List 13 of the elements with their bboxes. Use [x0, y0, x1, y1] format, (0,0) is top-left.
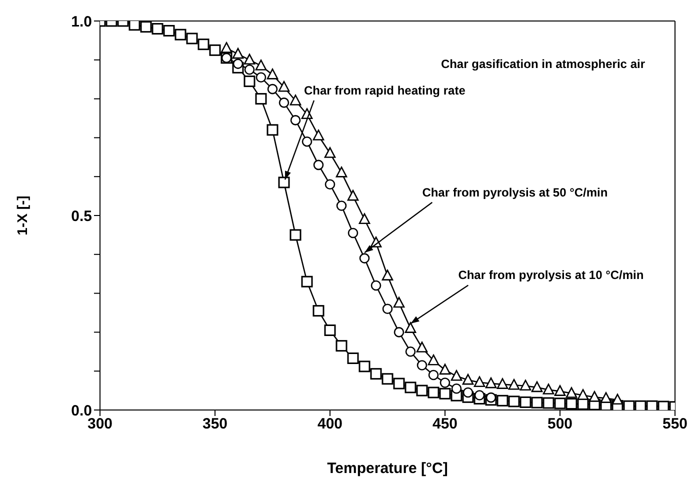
- annotation: Char from rapid heating rate: [304, 83, 466, 98]
- annotation: Char from pyrolysis at 50 °C/min: [422, 185, 608, 200]
- x-tick-label: 450: [432, 416, 458, 433]
- y-axis-title: 1-X [-]: [14, 196, 30, 236]
- annotation: Char from pyrolysis at 10 °C/min: [458, 268, 644, 282]
- x-tick-label: 550: [662, 416, 688, 433]
- x-tick-label: 350: [202, 416, 228, 433]
- y-tick-label: 1.0: [71, 13, 92, 30]
- x-axis-title: Temperature [°C]: [327, 460, 448, 477]
- y-tick-label: 0.5: [71, 208, 92, 225]
- x-tick-label: 400: [317, 416, 343, 433]
- annotation: Char gasification in atmospheric air: [440, 57, 646, 71]
- x-tick-label: 500: [547, 416, 573, 433]
